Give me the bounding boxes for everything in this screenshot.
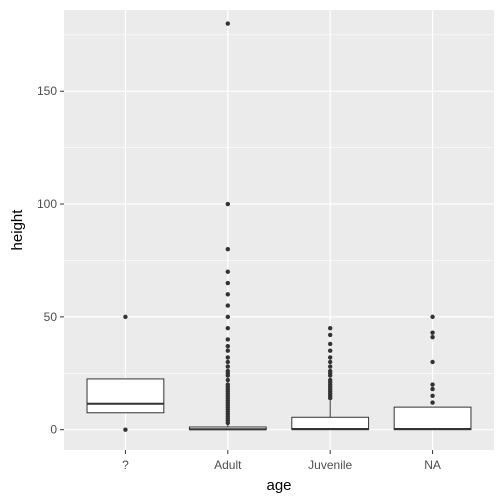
y-tick-label: 100: [37, 197, 57, 211]
outlier-point: [327, 341, 333, 347]
outlier-point: [225, 337, 231, 342]
outlier-point: [225, 314, 231, 320]
grid-minor: [64, 34, 494, 374]
outlier-point: [123, 427, 128, 432]
outlier-point: [430, 359, 435, 365]
box-Juvenile: [291, 325, 370, 431]
outlier-point: [327, 364, 333, 369]
plot-panel: [64, 10, 494, 450]
x-axis-ticks: ? Adult Juvenile NA: [122, 450, 441, 472]
box-?: [86, 314, 165, 432]
outlier-point: [327, 359, 333, 365]
x-tick-label: ?: [122, 458, 129, 472]
outlier-point: [225, 246, 231, 252]
outlier-point: [430, 400, 435, 405]
box-iqr: [291, 416, 370, 431]
box-iqr: [86, 378, 165, 414]
outlier-point: [430, 330, 435, 335]
outlier-point: [327, 332, 333, 338]
outlier-point: [225, 364, 231, 369]
outlier-point: [225, 292, 231, 297]
box-iqr: [393, 406, 472, 431]
x-tick-label: Juvenile: [308, 458, 352, 472]
outlier-point: [225, 359, 231, 365]
outlier-point: [327, 325, 333, 331]
x-tick-label: NA: [424, 458, 441, 472]
outlier-point: [225, 377, 231, 383]
outlier-point: [225, 420, 231, 426]
outlier-point: [430, 382, 435, 387]
outlier-point: [430, 334, 435, 340]
outlier-point: [327, 373, 333, 378]
outlier-point: [327, 348, 333, 353]
outlier-point: [430, 314, 435, 320]
y-axis-title: height: [9, 209, 26, 251]
outlier-point: [225, 303, 231, 308]
outlier-point: [225, 348, 231, 353]
outlier-point: [225, 325, 231, 331]
outlier-point: [225, 355, 231, 360]
outlier-point: [225, 21, 231, 26]
outlier-point: [430, 386, 435, 392]
y-axis-ticks: 0 50 100 150: [37, 84, 64, 437]
outlier-point: [430, 393, 435, 399]
outlier-point: [327, 395, 333, 401]
y-tick-label: 150: [37, 84, 57, 98]
x-tick-label: Adult: [214, 458, 242, 472]
outlier-point: [225, 201, 231, 207]
boxes: [86, 21, 472, 432]
outlier-point: [225, 280, 231, 286]
outlier-point: [225, 373, 231, 378]
box-Adult: [188, 21, 267, 431]
outlier-point: [123, 314, 128, 320]
x-axis-title: age: [266, 477, 291, 494]
box-NA: [393, 314, 472, 431]
outlier-point: [225, 269, 231, 274]
y-tick-label: 50: [44, 310, 58, 324]
y-tick-label: 0: [50, 423, 57, 437]
outlier-point: [225, 344, 231, 349]
outlier-point: [327, 355, 333, 360]
